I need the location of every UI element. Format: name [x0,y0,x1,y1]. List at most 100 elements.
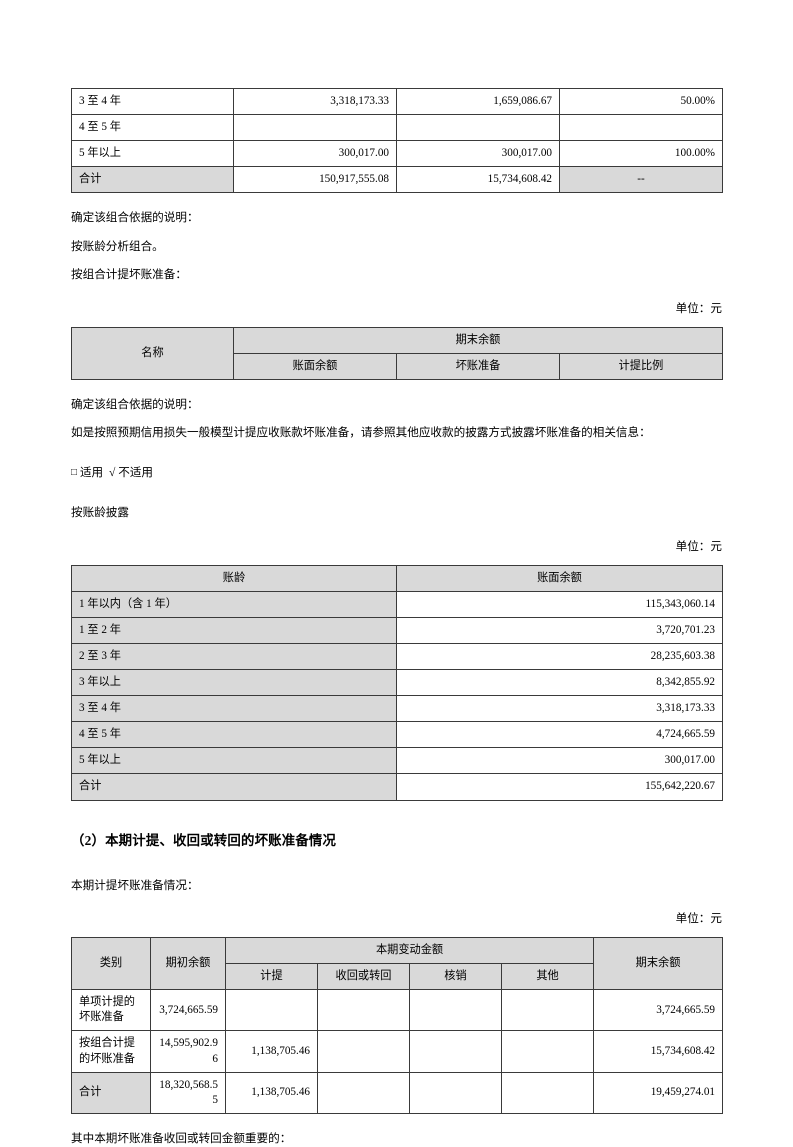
provision-accrual [225,989,318,1032]
aging-value: 8,342,855.92 [396,669,723,697]
col-header-closing-balance: 期末余额 [593,936,724,991]
aging-value: 3,720,701.23 [396,616,723,644]
aging-label: 3 年以上 [71,669,397,697]
col-header-period-end: 期末余额 [233,326,723,354]
unit-label: 单位：元 [675,539,722,553]
table-row-total: 合计 18,320,568.55 1,138,705.46 19,459,274… [71,1071,724,1114]
provision-recovery [317,1071,410,1114]
col-header-name: 名称 [71,326,234,380]
aging-ratio [559,114,723,142]
aging-label: 5 年以上 [71,747,397,775]
section-intro-text: 本期计提坏账准备情况： [71,878,199,892]
provision-write-off [409,1071,502,1114]
provision-category: 单项计提的坏账准备 [71,989,151,1032]
table-row: 3 年以上 8,342,855.92 [71,669,723,697]
aging-value: 3,318,173.33 [396,695,723,723]
table-row: 1 至 2 年 3,720,701.23 [71,616,723,644]
applicable-label: 适用 [79,466,104,480]
note-basis-label-1: 确定该组合依据的说明： [71,211,199,225]
aging-label: 5 年以上 [71,140,234,168]
aging-ratio: 100.00% [559,140,723,168]
checkbox-unchecked-icon[interactable]: □ [71,467,78,479]
col-header-accrual: 计提 [225,963,318,991]
applicability-choice: □ 适用 √ 不适用 [71,464,722,481]
table-row: 按组合计提的坏账准备 14,595,902.96 1,138,705.46 15… [71,1030,724,1073]
provision-change-table: 类别 期初余额 本期变动金额 期末余额 计提 收回或转回 核销 其他 单项计提的… [71,936,724,1114]
aging-book-balance: 3,318,173.33 [233,87,397,116]
col-header-category: 类别 [71,936,151,991]
aging-label: 2 至 3 年 [71,642,397,671]
aging-provision-table: 3 至 4 年 3,318,173.33 1,659,086.67 50.00%… [71,87,723,194]
provision-other [500,1071,595,1114]
aging-value: 28,235,603.38 [396,642,723,671]
provision-category: 按组合计提的坏账准备 [71,1030,151,1073]
aging-bad-debt: 15,734,608.42 [396,166,560,194]
aging-label: 1 年以内（含 1 年） [71,590,397,618]
note-combination-heading: 按组合计提坏账准备： [71,268,187,282]
provision-closing: 19,459,274.01 [593,1071,724,1114]
col-header-book-balance: 账面余额 [233,352,397,380]
col-header-write-off: 核销 [409,963,502,991]
table-row: 5 年以上 300,017.00 300,017.00 100.00% [71,140,723,168]
table-row: 3 至 4 年 3,318,173.33 1,659,086.67 50.00% [71,87,723,116]
note-general-model-text: 如是按照预期信用损失一般模型计提应收账款坏账准备，请参照其他应收款的披露方式披露… [71,426,651,440]
aging-value: 300,017.00 [396,747,723,775]
aging-label: 合计 [71,773,397,801]
col-header-book-balance: 账面余额 [396,564,723,592]
combination-provision-table: 名称 期末余额 账面余额 坏账准备 计提比例 [71,326,723,380]
checkbox-checked-icon[interactable]: √ [108,466,116,480]
note-basis-label-2: 确定该组合依据的说明： [71,397,199,411]
table-row-total: 合计 150,917,555.08 15,734,608.42 -- [71,166,723,194]
aging-disclosure-table: 账龄 账面余额 1 年以内（含 1 年） 115,343,060.14 1 至 … [71,564,723,801]
section-heading: （2）本期计提、收回或转回的坏账准备情况 [71,832,337,848]
table-row: 4 至 5 年 4,724,665.59 [71,721,723,749]
aging-label: 4 至 5 年 [71,721,397,749]
aging-book-balance: 300,017.00 [233,140,397,168]
provision-opening: 3,724,665.59 [150,989,226,1032]
aging-book-balance [233,114,397,142]
provision-category: 合计 [71,1071,151,1114]
provision-write-off [409,989,502,1032]
aging-label: 4 至 5 年 [71,114,234,142]
unit-label: 单位：元 [675,911,722,925]
provision-other [500,1030,595,1073]
page-content: 3 至 4 年 3,318,173.33 1,659,086.67 50.00%… [71,87,724,1147]
aging-label: 合计 [71,166,234,194]
aging-value: 155,642,220.67 [396,773,723,801]
aging-label: 3 至 4 年 [71,87,234,116]
note-basis-value-1: 按账龄分析组合。 [71,239,164,253]
col-header-bad-debt: 坏账准备 [396,352,560,380]
table-row: 4 至 5 年 [71,114,723,142]
col-header-other: 其他 [500,963,595,991]
provision-closing: 15,734,608.42 [593,1030,724,1073]
provision-accrual: 1,138,705.46 [225,1071,318,1114]
table-header-row: 账面余额 坏账准备 计提比例 [72,352,723,380]
aging-value: 115,343,060.14 [396,590,723,618]
provision-closing: 3,724,665.59 [593,989,724,1032]
aging-bad-debt: 300,017.00 [396,140,560,168]
table-header-row: 名称 期末余额 [71,326,723,380]
unit-label: 单位：元 [675,301,722,315]
table-row-total: 合计 155,642,220.67 [71,773,723,801]
aging-label: 3 至 4 年 [71,695,397,723]
aging-ratio: 50.00% [559,87,723,116]
col-header-aging: 账龄 [71,564,397,592]
provision-accrual: 1,138,705.46 [225,1030,318,1073]
col-header-current-change: 本期变动金额 [224,936,595,965]
provision-recovery [317,989,410,1032]
table-header-row: 类别 期初余额 本期变动金额 期末余额 [71,936,724,991]
col-header-ratio: 计提比例 [559,352,723,380]
table-row: 2 至 3 年 28,235,603.38 [71,642,723,671]
document-page: 3 至 4 年 3,318,173.33 1,659,086.67 50.00%… [71,87,724,1145]
table-row: 5 年以上 300,017.00 [71,747,723,775]
aging-value: 4,724,665.59 [396,721,723,749]
col-header-opening-balance: 期初余额 [150,936,226,991]
not-applicable-label: 不适用 [118,466,154,480]
provision-recovery [317,1030,410,1073]
aging-bad-debt: 1,659,086.67 [396,87,560,116]
aging-ratio: -- [559,166,723,194]
provision-opening: 14,595,902.96 [150,1030,226,1073]
aging-book-balance: 150,917,555.08 [233,166,397,194]
table-header-row: 计提 收回或转回 核销 其他 [72,963,723,991]
aging-label: 1 至 2 年 [71,616,397,644]
